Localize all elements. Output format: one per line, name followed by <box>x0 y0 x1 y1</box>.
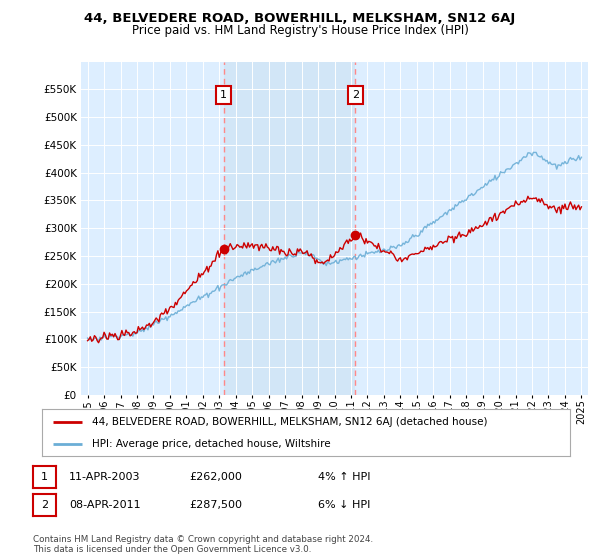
Text: £287,500: £287,500 <box>189 500 242 510</box>
Text: 1: 1 <box>220 90 227 100</box>
Text: 2: 2 <box>41 500 48 510</box>
Text: £262,000: £262,000 <box>189 472 242 482</box>
Text: 44, BELVEDERE ROAD, BOWERHILL, MELKSHAM, SN12 6AJ (detached house): 44, BELVEDERE ROAD, BOWERHILL, MELKSHAM,… <box>92 417 488 427</box>
Text: 2: 2 <box>352 90 359 100</box>
Text: 44, BELVEDERE ROAD, BOWERHILL, MELKSHAM, SN12 6AJ: 44, BELVEDERE ROAD, BOWERHILL, MELKSHAM,… <box>85 12 515 25</box>
Text: 1: 1 <box>41 472 48 482</box>
Text: 4% ↑ HPI: 4% ↑ HPI <box>318 472 371 482</box>
Text: Price paid vs. HM Land Registry's House Price Index (HPI): Price paid vs. HM Land Registry's House … <box>131 24 469 36</box>
Text: Contains HM Land Registry data © Crown copyright and database right 2024.
This d: Contains HM Land Registry data © Crown c… <box>33 535 373 554</box>
Text: HPI: Average price, detached house, Wiltshire: HPI: Average price, detached house, Wilt… <box>92 438 331 449</box>
Text: 6% ↓ HPI: 6% ↓ HPI <box>318 500 370 510</box>
Text: 11-APR-2003: 11-APR-2003 <box>69 472 140 482</box>
Bar <box>224 62 355 395</box>
Text: 08-APR-2011: 08-APR-2011 <box>69 500 140 510</box>
